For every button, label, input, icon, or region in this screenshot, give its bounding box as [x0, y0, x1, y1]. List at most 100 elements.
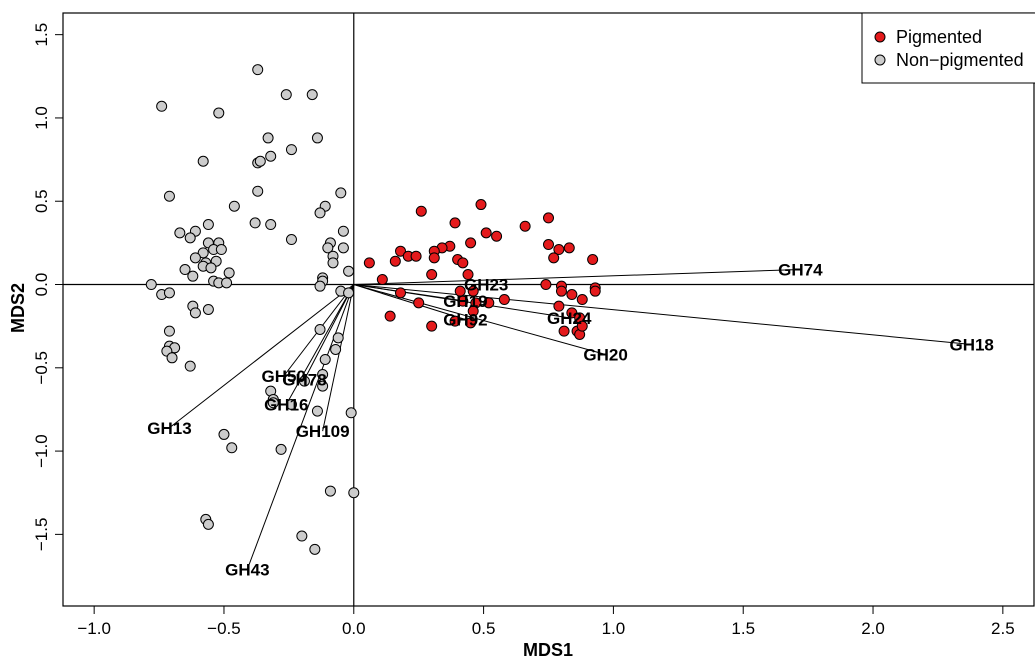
legend-marker-non-pigmented: [874, 54, 886, 66]
point-non-pigmented: [163, 287, 175, 299]
y-tick-label: −1.0: [32, 434, 51, 468]
point-pigmented: [457, 257, 469, 269]
y-tick-label: 1.5: [32, 23, 51, 47]
vector-label-gh43: GH43: [225, 560, 269, 579]
legend-marker-pigmented: [874, 31, 886, 43]
data-points: [145, 64, 601, 555]
x-tick-label: 0.5: [472, 619, 496, 638]
x-tick-label: 1.0: [602, 619, 626, 638]
legend: Pigmented Non−pigmented: [861, 12, 1035, 84]
point-non-pigmented: [311, 132, 323, 144]
point-pigmented: [576, 320, 588, 332]
vector-label-gh109: GH109: [296, 422, 350, 441]
point-pigmented: [467, 305, 479, 317]
point-pigmented: [384, 310, 396, 322]
vector-gh19: [353, 284, 466, 302]
vector-gh13: [169, 284, 355, 429]
point-non-pigmented: [166, 352, 178, 364]
vector-label-gh23: GH23: [464, 276, 508, 295]
y-tick-label: 0.0: [32, 273, 51, 297]
point-non-pigmented: [265, 219, 277, 231]
point-pigmented: [589, 285, 601, 297]
point-non-pigmented: [249, 217, 261, 229]
vector-label-gh24: GH24: [547, 309, 592, 328]
point-non-pigmented: [275, 443, 287, 455]
point-pigmented: [491, 230, 503, 242]
point-non-pigmented: [215, 244, 227, 256]
legend-box: [861, 12, 1035, 84]
point-non-pigmented: [252, 64, 264, 76]
point-non-pigmented: [314, 280, 326, 292]
y-axis-title: MDS2: [8, 283, 28, 333]
point-non-pigmented: [262, 132, 274, 144]
point-pigmented: [410, 250, 422, 262]
vector-gh92: [353, 284, 466, 320]
point-pigmented: [587, 254, 599, 266]
point-pigmented: [555, 285, 567, 297]
y-tick-label: 1.0: [32, 106, 51, 130]
point-non-pigmented: [285, 398, 297, 410]
point-non-pigmented: [267, 397, 279, 409]
point-non-pigmented: [202, 219, 214, 231]
point-pigmented: [553, 244, 565, 256]
point-pigmented: [543, 212, 554, 224]
point-pigmented: [457, 295, 469, 307]
point-pigmented: [548, 252, 560, 264]
point-pigmented: [467, 285, 479, 297]
vector-label-gh19: GH19: [443, 292, 487, 311]
point-pigmented: [540, 279, 552, 291]
point-non-pigmented: [343, 265, 355, 277]
point-pigmented: [449, 315, 461, 327]
point-non-pigmented: [197, 155, 209, 167]
point-non-pigmented: [314, 207, 326, 219]
point-pigmented: [498, 294, 510, 306]
point-non-pigmented: [298, 375, 310, 387]
point-non-pigmented: [324, 485, 336, 497]
y-tick-label: 0.5: [32, 189, 51, 213]
vector-gh43: [246, 284, 355, 570]
point-pigmented: [376, 274, 388, 286]
vector-gh109: [322, 284, 355, 432]
point-non-pigmented: [306, 89, 318, 101]
point-non-pigmented: [202, 304, 214, 315]
point-pigmented: [553, 300, 565, 312]
point-pigmented: [389, 255, 401, 267]
point-non-pigmented: [337, 242, 349, 254]
point-non-pigmented: [205, 262, 217, 274]
point-non-pigmented: [213, 107, 225, 119]
point-non-pigmented: [337, 225, 349, 237]
point-non-pigmented: [285, 234, 297, 246]
x-tick-label: 2.0: [861, 619, 885, 638]
x-tick-label: 0.0: [342, 619, 366, 638]
point-non-pigmented: [226, 442, 238, 454]
point-non-pigmented: [317, 380, 329, 392]
point-non-pigmented: [319, 353, 331, 365]
point-pigmented: [576, 294, 588, 306]
vector-label-gh78: GH78: [282, 370, 326, 389]
vector-label-gh92: GH92: [443, 310, 487, 329]
point-non-pigmented: [330, 343, 342, 355]
vector-label-gh20: GH20: [583, 345, 627, 364]
point-non-pigmented: [322, 242, 334, 254]
point-non-pigmented: [223, 267, 235, 279]
point-non-pigmented: [332, 332, 344, 344]
x-tick-label: 2.5: [991, 619, 1015, 638]
point-pigmented: [454, 285, 466, 297]
vector-label-gh74: GH74: [778, 261, 823, 280]
point-pigmented: [395, 287, 407, 299]
point-pigmented: [428, 252, 440, 264]
point-non-pigmented: [348, 487, 360, 499]
vector-gh74: [353, 269, 801, 286]
point-non-pigmented: [345, 407, 357, 419]
point-non-pigmented: [189, 307, 201, 319]
point-non-pigmented: [296, 530, 308, 542]
legend-label-non-pigmented: Non−pigmented: [896, 50, 1024, 70]
point-non-pigmented: [327, 257, 339, 269]
x-tick-label: −1.0: [77, 619, 111, 638]
legend-label-pigmented: Pigmented: [896, 27, 982, 47]
vector-label-gh50: GH50: [261, 367, 305, 386]
point-non-pigmented: [252, 185, 264, 197]
point-pigmented: [566, 289, 578, 301]
